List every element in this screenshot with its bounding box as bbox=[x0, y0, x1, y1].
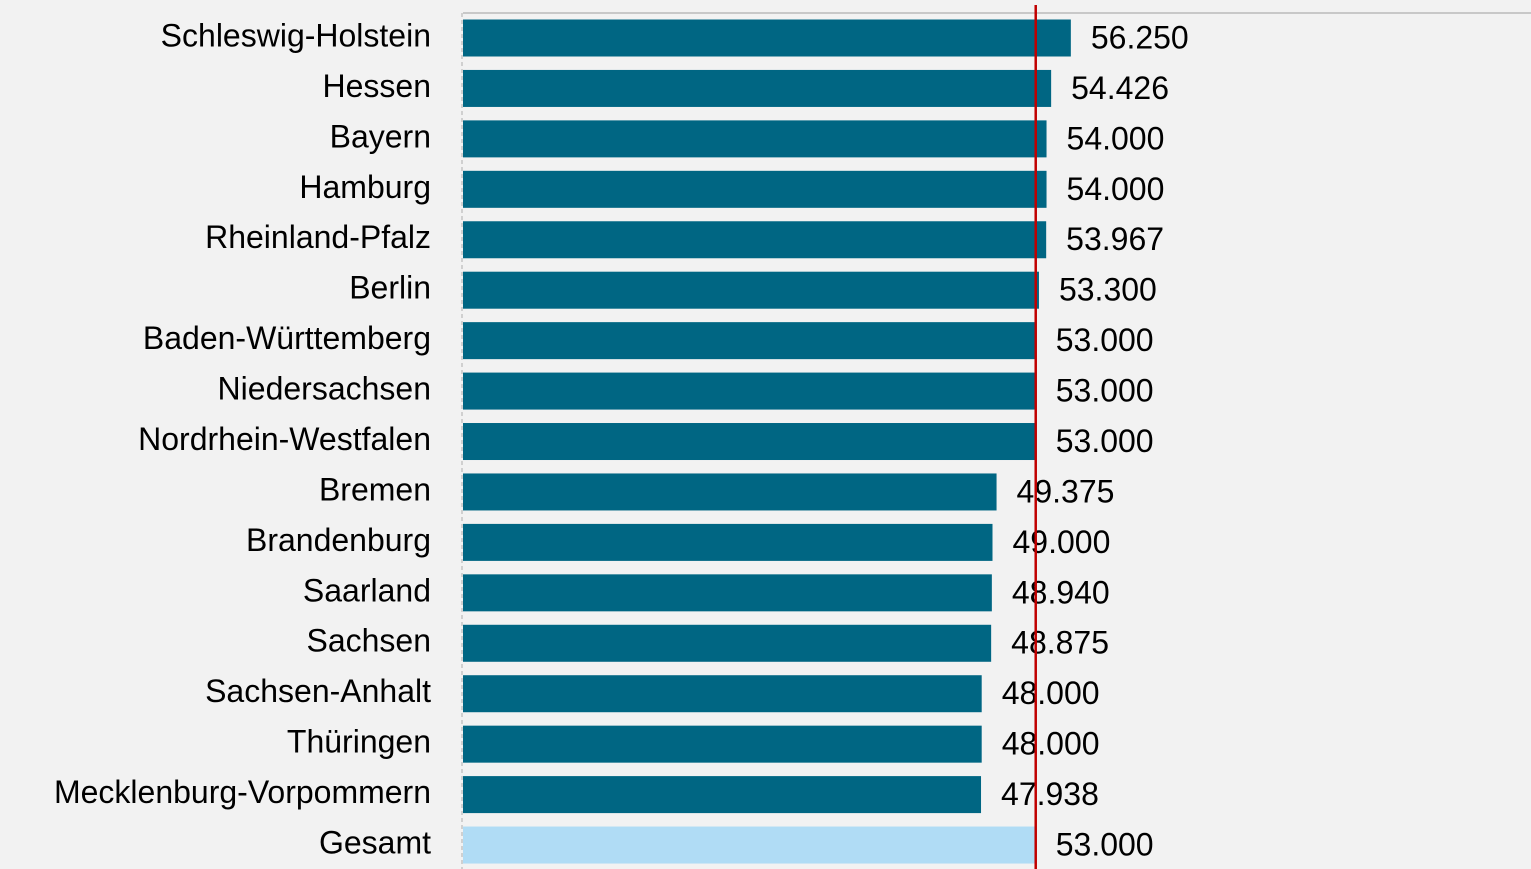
category-label: Schleswig-Holstein bbox=[161, 17, 431, 53]
category-label: Berlin bbox=[349, 270, 431, 306]
value-label: 56.250 bbox=[1091, 19, 1189, 55]
category-label: Rheinland-Pfalz bbox=[205, 219, 431, 255]
value-label: 49.375 bbox=[1017, 473, 1115, 509]
bar bbox=[463, 423, 1036, 461]
value-label: 53.000 bbox=[1056, 322, 1154, 358]
value-label: 54.000 bbox=[1067, 171, 1165, 207]
value-label: 53.000 bbox=[1056, 423, 1154, 459]
category-label: Sachsen-Anhalt bbox=[205, 673, 431, 709]
bar bbox=[463, 221, 1047, 259]
category-label: Gesamt bbox=[319, 824, 431, 860]
category-label: Hessen bbox=[323, 68, 432, 104]
category-label: Thüringen bbox=[287, 724, 431, 760]
bar bbox=[463, 322, 1036, 360]
bar bbox=[463, 170, 1047, 208]
value-label: 49.000 bbox=[1013, 524, 1111, 560]
category-label: Nordrhein-Westfalen bbox=[138, 421, 431, 457]
category-label: Hamburg bbox=[299, 169, 431, 205]
category-label: Niedersachsen bbox=[218, 371, 431, 407]
category-label: Brandenburg bbox=[246, 522, 431, 558]
value-label: 53.967 bbox=[1066, 221, 1164, 257]
value-label: 54.000 bbox=[1067, 120, 1165, 156]
value-label: 53.000 bbox=[1056, 826, 1154, 862]
value-label: 53.000 bbox=[1056, 373, 1154, 409]
bar bbox=[463, 725, 982, 763]
bar bbox=[463, 69, 1052, 107]
bar bbox=[463, 624, 992, 662]
bar bbox=[463, 473, 997, 511]
category-label: Sachsen bbox=[306, 623, 431, 659]
value-label: 54.426 bbox=[1071, 70, 1169, 106]
bar bbox=[463, 120, 1047, 158]
value-label: 48.940 bbox=[1012, 574, 1110, 610]
bar bbox=[463, 523, 993, 561]
value-label: 47.938 bbox=[1001, 776, 1099, 812]
category-label: Bremen bbox=[319, 471, 431, 507]
category-label: Baden-Württemberg bbox=[143, 320, 431, 356]
bar bbox=[463, 826, 1036, 864]
bar bbox=[463, 372, 1036, 410]
value-label: 48.875 bbox=[1011, 625, 1109, 661]
bar bbox=[463, 574, 992, 612]
category-label: Bayern bbox=[330, 118, 431, 154]
bar bbox=[463, 271, 1039, 309]
value-label: 48.000 bbox=[1002, 726, 1100, 762]
category-label: Mecklenburg-Vorpommern bbox=[54, 774, 431, 810]
value-label: 48.000 bbox=[1002, 675, 1100, 711]
bar bbox=[463, 19, 1071, 57]
value-label: 53.300 bbox=[1059, 272, 1157, 308]
bar bbox=[463, 776, 982, 814]
category-label: Saarland bbox=[303, 572, 431, 608]
bar bbox=[463, 675, 982, 713]
